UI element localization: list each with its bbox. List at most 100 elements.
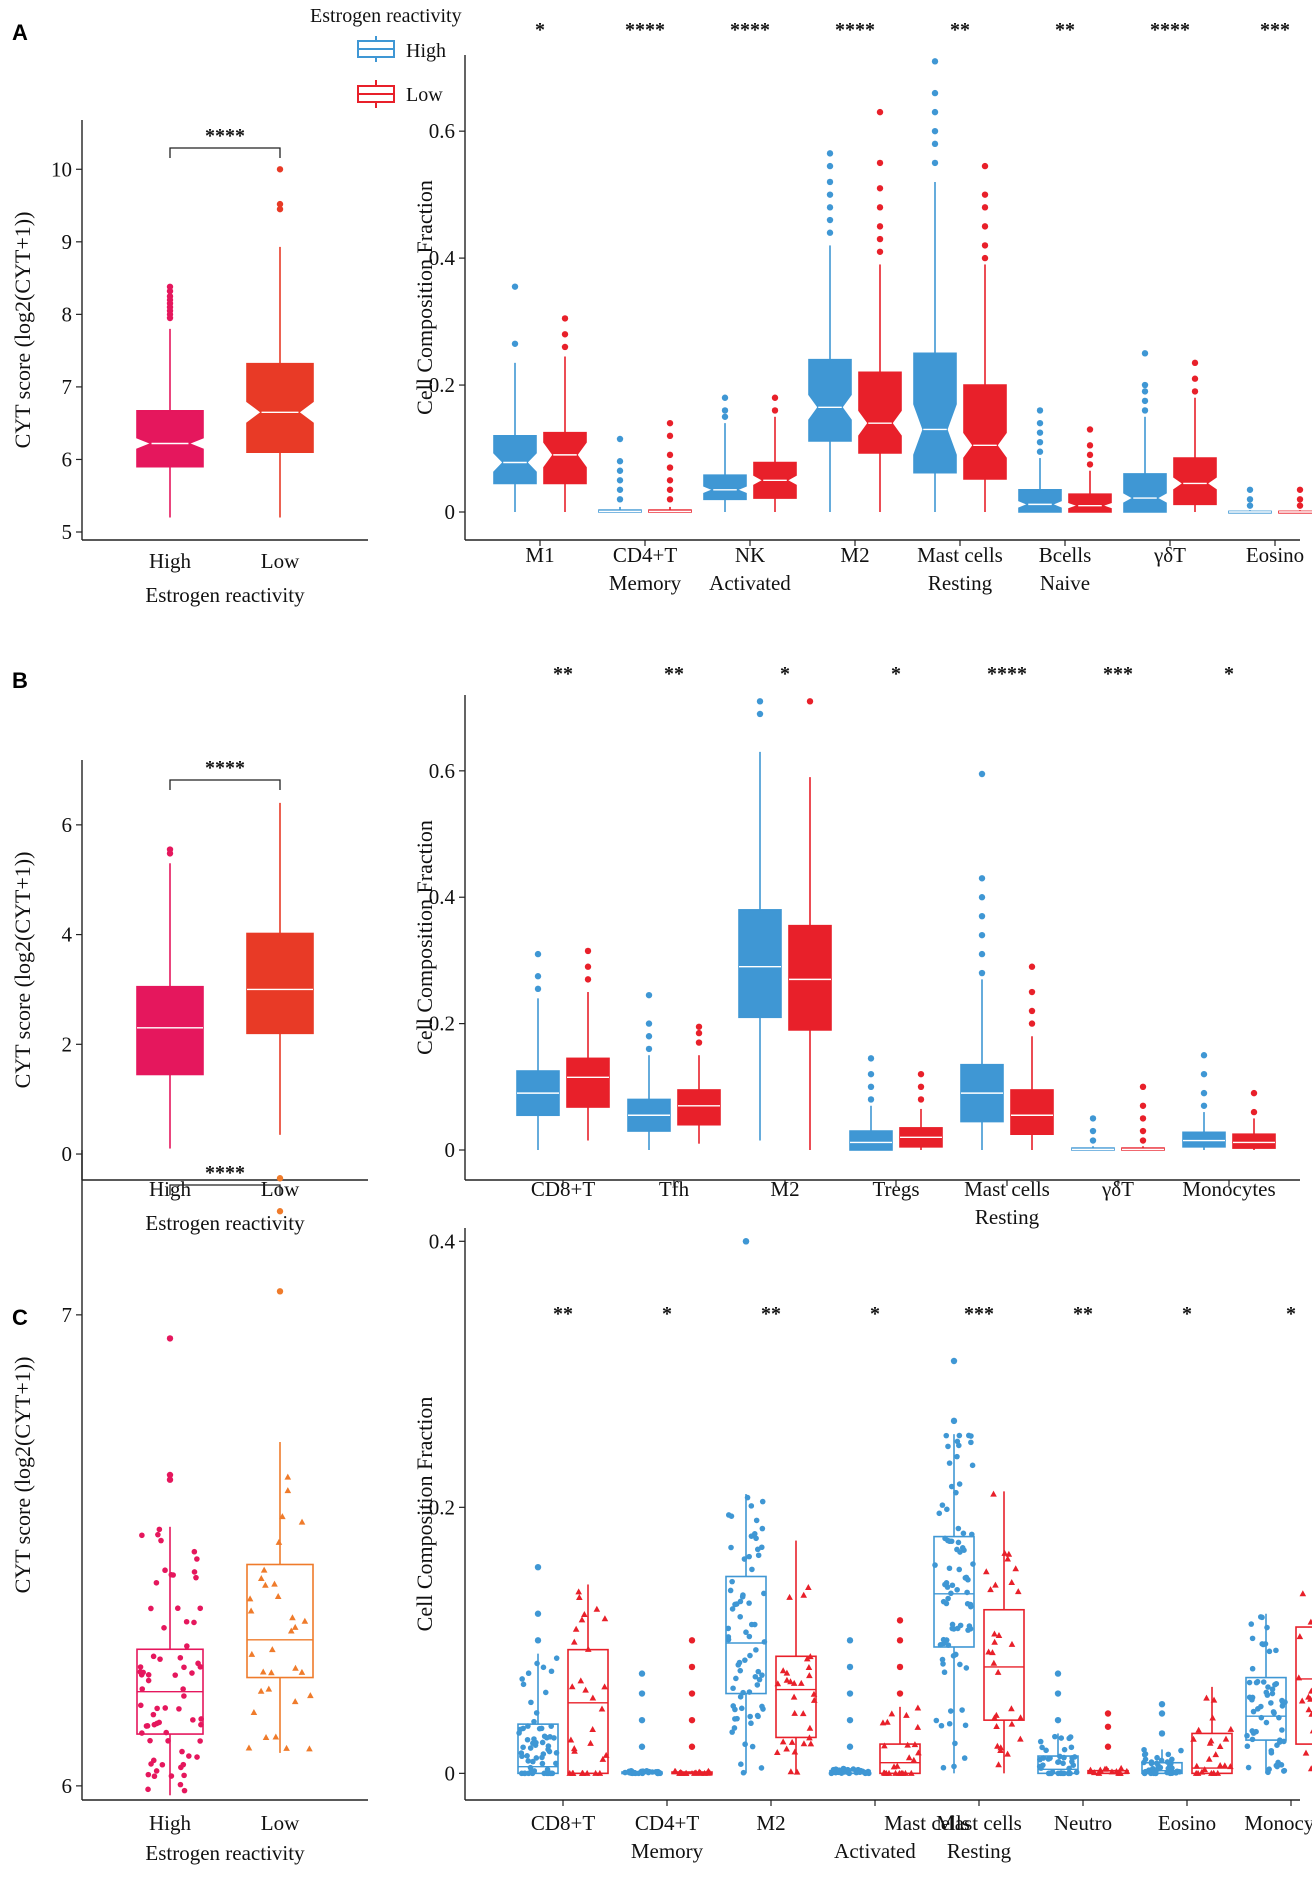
data-point xyxy=(1295,1674,1303,1681)
data-point xyxy=(884,1718,891,1725)
y-tick-label: 9 xyxy=(62,230,73,254)
box-body xyxy=(136,985,204,1076)
outlier-point xyxy=(1086,461,1094,468)
outlier-point xyxy=(688,1743,696,1750)
data-point xyxy=(546,1748,553,1755)
data-point xyxy=(193,1574,199,1581)
data-point xyxy=(753,1647,759,1653)
outlier-point xyxy=(616,467,624,474)
box-body xyxy=(1123,473,1167,513)
data-point xyxy=(940,1661,946,1667)
x-category-label: NK xyxy=(735,543,765,567)
data-point xyxy=(531,1736,537,1742)
outlier-point xyxy=(638,1716,646,1724)
data-point xyxy=(1305,1706,1312,1713)
outlier-point xyxy=(846,1743,854,1750)
data-point xyxy=(1309,1729,1312,1734)
data-point xyxy=(1149,1765,1156,1772)
data-point xyxy=(703,1769,711,1776)
box-body xyxy=(1010,1089,1054,1136)
data-point xyxy=(730,1685,736,1692)
y-tick-label: 0 xyxy=(445,1138,456,1162)
data-point xyxy=(800,1740,808,1747)
data-point xyxy=(184,1643,190,1649)
data-point xyxy=(948,1590,954,1597)
outlier-point xyxy=(276,1208,284,1215)
box-low xyxy=(566,947,610,1141)
data-point xyxy=(682,1769,690,1776)
box-low xyxy=(566,1584,610,1776)
data-point xyxy=(914,1704,922,1711)
data-point xyxy=(1061,1746,1068,1753)
data-point xyxy=(1073,1769,1080,1776)
box-high xyxy=(136,1335,204,1796)
data-point xyxy=(524,1736,531,1743)
data-point xyxy=(1250,1708,1257,1715)
legend-label-low: Low xyxy=(406,84,443,106)
data-point xyxy=(774,1680,782,1687)
data-point xyxy=(259,1668,267,1675)
data-point xyxy=(599,1755,607,1762)
data-point xyxy=(262,1734,270,1741)
data-point xyxy=(747,1713,753,1720)
box-high xyxy=(516,1563,560,1777)
data-point xyxy=(956,1432,963,1439)
data-point xyxy=(959,1707,965,1713)
data-point xyxy=(534,1660,540,1667)
box-body xyxy=(517,1723,559,1775)
data-point xyxy=(272,1733,280,1740)
data-point xyxy=(1265,1684,1271,1690)
outlier-point xyxy=(978,950,986,958)
box-low xyxy=(899,1070,943,1150)
y-axis-label: Cell Composition Fraction xyxy=(412,180,437,415)
data-point xyxy=(755,1713,761,1720)
box-body xyxy=(1295,1626,1312,1745)
outlier-point xyxy=(584,947,592,955)
data-point xyxy=(172,1672,179,1678)
data-point xyxy=(530,1758,536,1765)
outlier-point xyxy=(1139,1102,1147,1109)
data-point xyxy=(1201,1766,1209,1773)
data-point xyxy=(525,1670,532,1677)
outlier-point xyxy=(1086,426,1094,433)
outlier-point xyxy=(616,496,624,503)
legend-key-high xyxy=(357,36,395,62)
data-point xyxy=(139,1686,146,1692)
data-point xyxy=(968,1439,974,1446)
data-point xyxy=(786,1593,793,1600)
outlier-point xyxy=(917,1083,925,1091)
outlier-point xyxy=(666,477,674,484)
data-point xyxy=(746,1553,752,1560)
data-point xyxy=(807,1653,814,1660)
data-point xyxy=(191,1619,197,1626)
outlier-point xyxy=(695,1029,703,1037)
data-point xyxy=(939,1656,946,1663)
data-point xyxy=(1245,1764,1252,1771)
outlier-point xyxy=(616,435,624,443)
data-point xyxy=(753,1517,760,1524)
box-high xyxy=(598,435,642,513)
outlier-point xyxy=(666,486,674,493)
outlier-point xyxy=(756,710,764,718)
chart-a-left: 5 6 7 8 9 10 CYT score (log2(CYT+1)) High Low Est… xyxy=(10,120,368,607)
significance-label: * xyxy=(1182,1303,1192,1325)
data-point xyxy=(783,1676,791,1683)
data-point xyxy=(1067,1734,1074,1740)
outlier-point xyxy=(771,407,779,414)
data-point xyxy=(737,1598,744,1605)
data-point xyxy=(1164,1759,1171,1765)
significance-label: * xyxy=(780,663,790,685)
data-point xyxy=(520,1744,526,1751)
box-body xyxy=(788,924,832,1031)
data-point xyxy=(262,1581,269,1588)
data-point xyxy=(725,1512,732,1518)
data-point xyxy=(145,1677,152,1684)
data-point xyxy=(260,1566,268,1573)
box-high xyxy=(1071,1115,1115,1151)
legend-title: Estrogen reactivity xyxy=(310,5,462,27)
data-point xyxy=(268,1669,275,1676)
outlier-point xyxy=(931,108,939,116)
data-point xyxy=(800,1591,808,1598)
y-tick-label: 6 xyxy=(62,813,73,837)
outlier-point xyxy=(1036,438,1044,446)
